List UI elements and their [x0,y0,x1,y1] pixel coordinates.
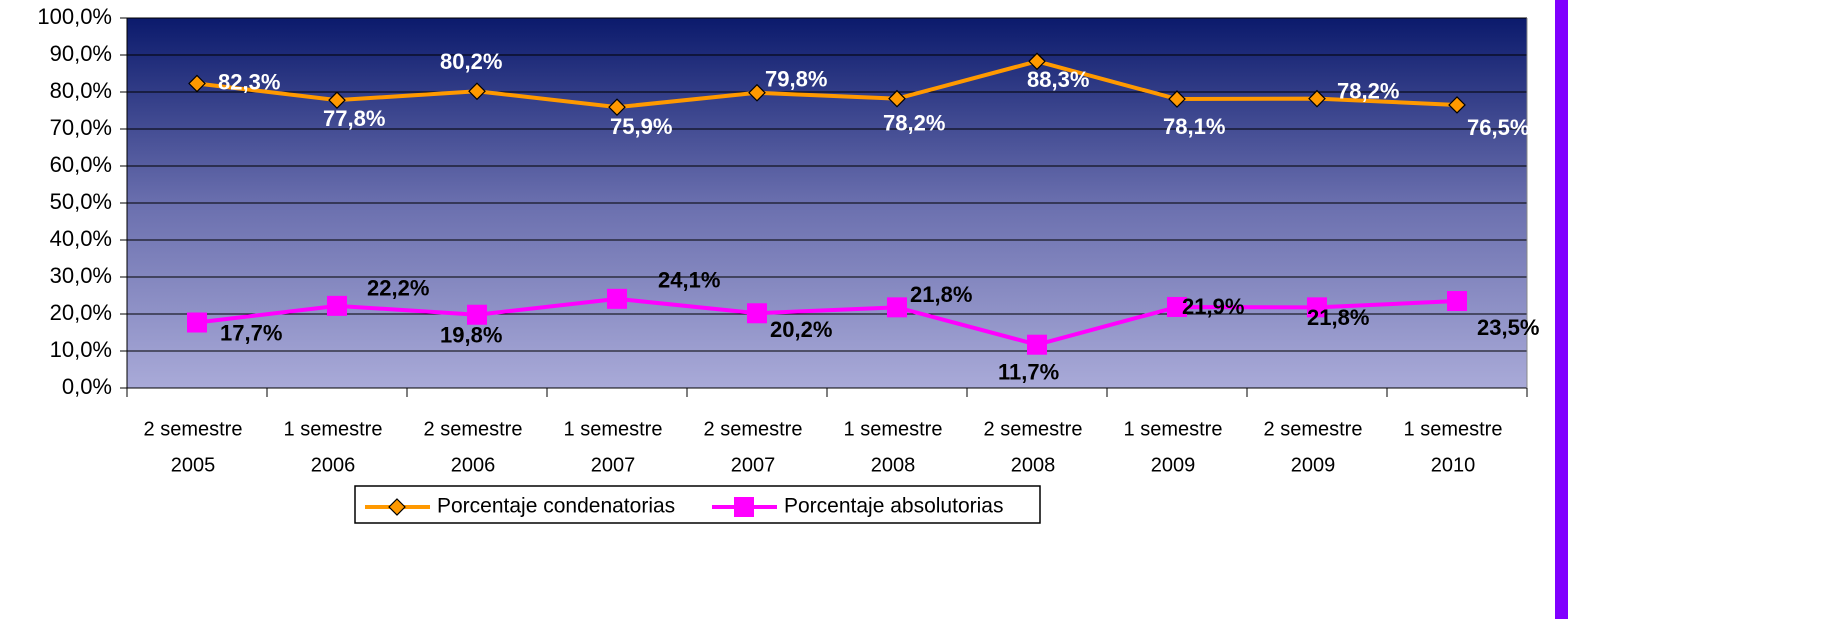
x-tick-label: 2005 [171,454,216,476]
marker [1447,291,1467,312]
marker [327,295,347,316]
grid [120,17,1528,397]
marker [1448,96,1466,114]
marker [388,498,406,516]
marker [188,74,206,93]
data-label: 21,9% [1182,294,1244,319]
side-stripe [1555,0,1568,619]
y-tick-label: 70,0% [50,115,112,140]
marks: 82,3% 77,8% 80,2% 75,9% 79,8% 78,2% 88,3% 78,1%… [187,49,1539,385]
y-tick-label: 100,0% [37,4,112,29]
x-tick-label: 2 semestre [984,418,1083,440]
y-tick-label: 20,0% [50,300,112,325]
x-tick-label: 1 semestre [284,418,383,440]
x-tick-label: 2007 [591,454,636,476]
x-tick-label: 2006 [451,454,496,476]
data-label: 77,8% [323,106,385,131]
data-label: 78,2% [883,110,945,135]
data-label: 88,3% [1027,67,1089,92]
data-label: 11,7% [998,360,1059,385]
x-tick-label: 1 semestre [844,418,943,440]
x-tick-label: 2 semestre [1264,418,1363,440]
x-tick-label: 2010 [1431,454,1476,476]
x-tick-label: 2007 [731,454,776,476]
marker [328,91,346,109]
y-tick-label: 10,0% [50,337,112,362]
marker [1028,52,1046,71]
marker [468,82,486,101]
data-label: 78,1% [1163,114,1225,139]
data-label: 17,7% [220,320,282,345]
y-tick-label: 50,0% [50,189,112,214]
data-label: 23,5% [1477,315,1539,340]
data-label: 79,8% [765,67,827,92]
y-tick-label: 80,0% [50,78,112,103]
marker [888,89,906,108]
data-label: 76,5% [1467,115,1529,140]
marker [1308,89,1326,108]
data-label: 75,9% [610,114,672,139]
y-tick-label: 90,0% [50,41,112,66]
x-tick-label: 2 semestre [424,418,523,440]
x-tick-label: 1 semestre [564,418,663,440]
x-tick-label: 1 semestre [1404,418,1503,440]
x-tick-label: 2009 [1151,454,1196,476]
y-tick-label: 30,0% [50,263,112,288]
marker [747,303,767,324]
data-label: 21,8% [910,282,972,307]
data-label: 19,8% [440,323,502,348]
marker [1168,90,1186,108]
x-tick-label: 2006 [311,454,356,476]
marker [608,98,626,117]
marker [748,83,766,102]
data-label: 24,1% [658,268,720,293]
x-tick-label: 1 semestre [1124,418,1223,440]
data-label: 22,2% [367,276,429,301]
marker [887,297,907,318]
series-line [196,296,1458,347]
y-tick-label: 60,0% [50,152,112,177]
marker [1307,297,1327,318]
x-tick-label: 2 semestre [144,418,243,440]
marker [187,312,207,333]
x-tick-label: 2009 [1291,454,1336,476]
legend-label: Porcentaje condenatorias [437,495,675,518]
legend-label: Porcentaje absolutorias [784,495,1003,518]
x-tick-label: 2008 [1011,454,1056,476]
y-tick-label: 40,0% [50,226,112,251]
data-label: 78,2% [1337,78,1399,103]
data-label: 80,2% [440,49,502,74]
series-line [196,59,1458,110]
marker [1027,334,1047,355]
x-tick-label: 2 semestre [704,418,803,440]
marker [1167,296,1187,317]
y-tick-label: 0,0% [62,374,112,399]
marker [467,304,487,325]
data-label: 20,2% [770,317,832,342]
legend [354,485,1041,524]
data-label: 82,3% [218,69,280,94]
data-label: 21,8% [1307,305,1369,330]
x-tick-label: 2008 [871,454,916,476]
marker [734,497,754,517]
marker [607,288,627,309]
